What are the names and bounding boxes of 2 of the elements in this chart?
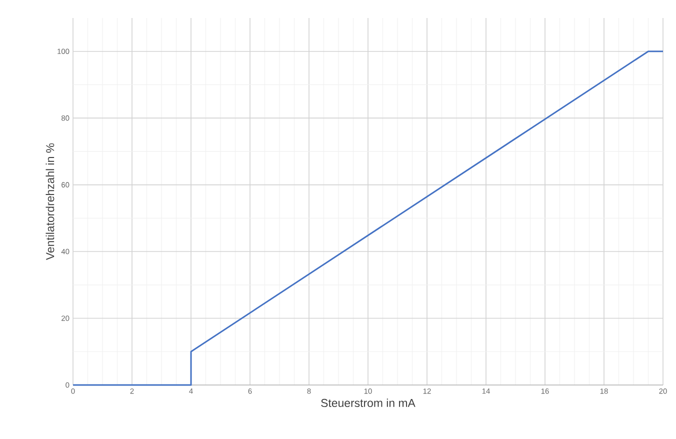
x-axis-title: Steuerstrom in mA [321,398,416,408]
y-axis-title: Ventilatordrehzahl in % [46,143,54,260]
